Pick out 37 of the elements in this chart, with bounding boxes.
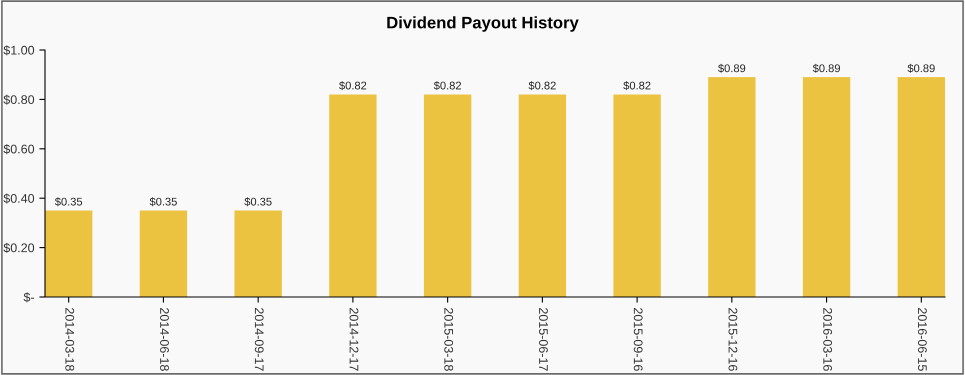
x-tick-label: 2015-12-16 (728, 308, 738, 371)
bar (45, 210, 92, 297)
bar (518, 94, 566, 297)
y-tick-label: $0.20 (3, 242, 34, 253)
y-tick-label: $1.00 (3, 45, 34, 56)
data-label: $0.82 (434, 81, 461, 90)
data-label: $0.35 (54, 197, 82, 206)
x-tick-label: 2015-03-18 (444, 308, 454, 371)
data-label: $0.35 (150, 197, 177, 206)
bar (802, 77, 850, 297)
data-label: $0.89 (718, 64, 746, 73)
y-tick-label: $0.60 (3, 144, 34, 154)
x-tick-label: 2014-12-17 (350, 308, 358, 371)
data-label: $0.89 (812, 64, 840, 73)
data-label: $0.82 (528, 81, 556, 90)
bar (329, 94, 377, 297)
y-tick-label: $- (24, 292, 34, 302)
bar (613, 94, 661, 297)
data-label: $0.89 (908, 64, 935, 73)
y-tick-label: $0.40 (3, 193, 34, 204)
chart-title: Dividend Payout History (387, 16, 579, 32)
x-tick-label: 2014-06-18 (160, 308, 169, 371)
bar (234, 210, 282, 297)
bar (140, 210, 188, 297)
x-tick-label: 2014-03-18 (65, 308, 74, 371)
x-tick-label: 2016-06-15 (918, 308, 927, 371)
x-tick-label: 2015-06-17 (539, 308, 548, 371)
bar (708, 77, 756, 297)
x-tick-label: 2014-09-17 (254, 308, 264, 371)
x-tick-label: 2015-09-16 (634, 308, 643, 371)
data-label: $0.35 (244, 197, 272, 206)
bar (424, 94, 472, 297)
bar (898, 77, 945, 297)
data-label: $0.82 (623, 81, 650, 90)
data-label: $0.82 (339, 81, 366, 90)
y-tick-label: $0.80 (3, 94, 34, 105)
x-tick-label: 2016-03-16 (823, 308, 832, 371)
